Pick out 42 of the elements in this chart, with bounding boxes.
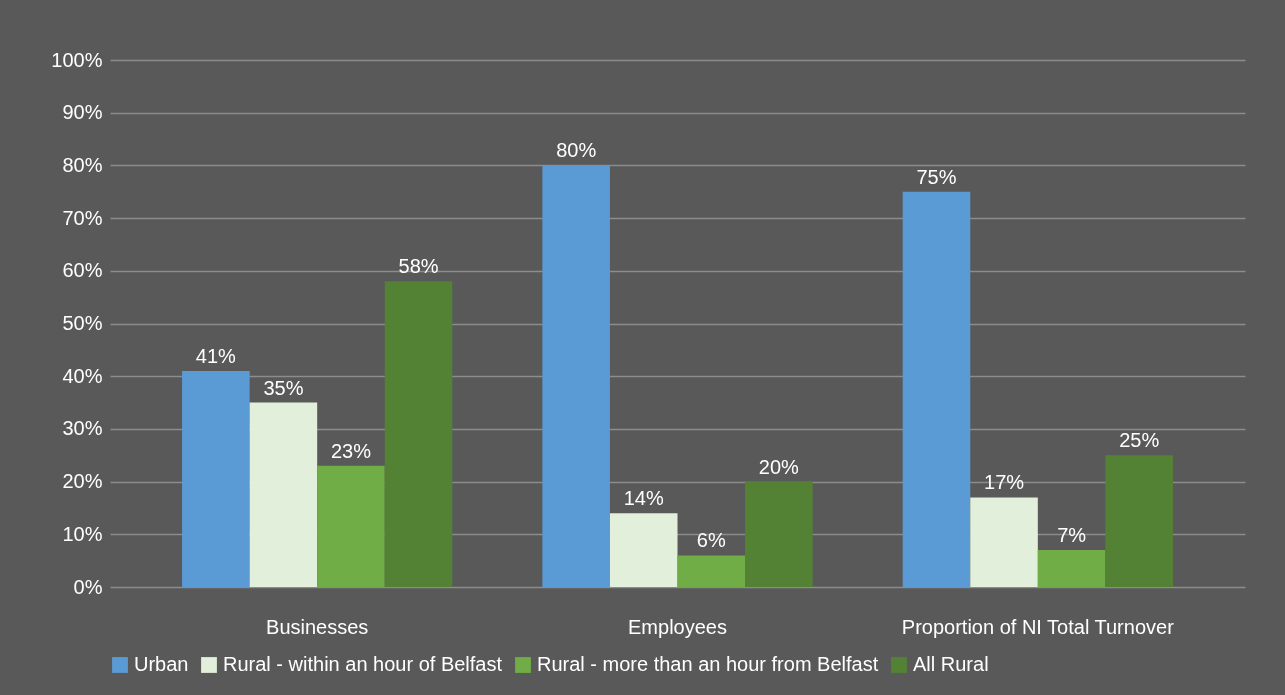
data-label: 17% xyxy=(984,471,1025,494)
data-label: 35% xyxy=(263,376,304,399)
y-tick-label: 100% xyxy=(51,48,103,71)
bar xyxy=(384,281,453,587)
x-tick-label: Proportion of NI Total Turnover xyxy=(901,615,1175,638)
data-label: 23% xyxy=(330,439,372,462)
data-label: 20% xyxy=(758,455,800,478)
bar xyxy=(745,481,813,587)
y-tick-label: 0% xyxy=(73,575,103,598)
y-tick-label: 50% xyxy=(62,312,103,334)
x-tick-label: Employees xyxy=(628,615,727,638)
legend-label: Rural - within an hour of Belfast xyxy=(223,653,503,675)
x-tick-label: Businesses xyxy=(266,615,369,638)
y-tick-label: 70% xyxy=(62,206,103,229)
bar xyxy=(677,555,746,587)
data-label: 6% xyxy=(696,529,726,552)
data-label: 58% xyxy=(398,255,439,278)
bar xyxy=(1105,455,1173,587)
data-label: 75% xyxy=(916,165,957,188)
bar xyxy=(542,165,610,587)
bar xyxy=(1037,550,1106,587)
data-label: 14% xyxy=(623,487,664,510)
y-tick-label: 60% xyxy=(62,259,103,282)
legend-label: All Rural xyxy=(913,653,989,675)
bar xyxy=(609,513,678,587)
bar xyxy=(970,497,1038,587)
legend-label: Urban xyxy=(134,653,189,675)
y-tick-label: 80% xyxy=(62,153,103,176)
y-tick-label: 20% xyxy=(62,470,103,493)
y-tick-label: 10% xyxy=(62,522,103,545)
bar xyxy=(902,191,971,587)
bar xyxy=(249,402,318,587)
legend-label: Rural - more than an hour from Belfast xyxy=(537,653,879,675)
data-label: 80% xyxy=(556,139,597,162)
data-label: 7% xyxy=(1057,524,1087,547)
data-label: 41% xyxy=(195,344,237,367)
bar xyxy=(317,465,385,587)
y-tick-label: 40% xyxy=(62,364,103,387)
bar xyxy=(182,370,250,587)
y-tick-label: 90% xyxy=(62,101,103,124)
data-label: 25% xyxy=(1119,429,1160,452)
y-tick-label: 30% xyxy=(62,417,103,440)
